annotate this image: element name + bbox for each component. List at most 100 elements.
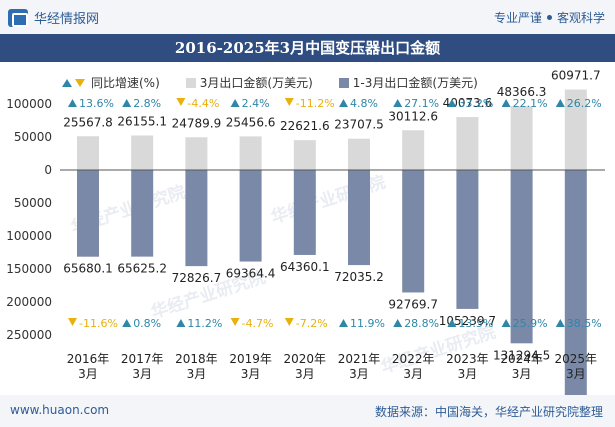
x-tick-label: 2016年 3月	[67, 352, 110, 381]
growth-cumulative-arrow-icon	[339, 319, 348, 327]
value-label-march: 23707.5	[334, 118, 384, 132]
value-label-cumulative: 131294.5	[493, 348, 550, 362]
y-tick-label: 100000	[6, 229, 52, 243]
value-label-march: 60971.7	[551, 69, 601, 83]
growth-cumulative-label: 25.9%	[513, 317, 548, 330]
value-label-cumulative: 92769.7	[388, 297, 438, 311]
legend-cumulative-label: 1-3月出口金额(万美元)	[352, 76, 478, 90]
value-label-cumulative: 72035.2	[334, 270, 384, 284]
growth-cumulative-arrow-icon	[176, 319, 186, 327]
growth-cumulative-arrow-icon	[447, 319, 457, 327]
up-triangle-icon	[62, 78, 72, 87]
footer-url[interactable]: www.huaon.com	[10, 403, 110, 417]
x-tick-label: 2020年 3月	[284, 352, 327, 381]
growth-cumulative-arrow-icon	[393, 319, 403, 327]
x-tick-label: 2024年 3月	[500, 352, 543, 381]
growth-march-arrow-icon	[447, 99, 457, 107]
bar-march-8	[456, 117, 479, 170]
bar-march-7	[402, 130, 425, 170]
bar-cumulative-2	[131, 170, 154, 257]
growth-march-label: -4.4%	[187, 97, 219, 110]
growth-march-label: 26.2%	[567, 97, 602, 110]
bar-march-2	[131, 135, 154, 170]
growth-march-arrow-icon	[339, 99, 348, 107]
bar-cumulative-3	[185, 170, 208, 267]
growth-cumulative-arrow-icon	[501, 319, 511, 327]
bar-march-6	[348, 138, 370, 170]
top-bar: 华经情报网 专业严谨 客观科学	[0, 0, 615, 34]
growth-march-label: 13.6%	[79, 97, 114, 110]
y-tick-label: 50000	[14, 196, 52, 210]
title-bar: 2016-2025年3月中国变压器出口金额	[0, 34, 615, 62]
growth-cumulative-label: 11.9%	[350, 317, 385, 330]
bar-cumulative-6	[348, 170, 370, 266]
growth-march-label: -11.2%	[296, 97, 335, 110]
growth-march-label: 27.1%	[404, 97, 439, 110]
value-label-march: 25456.6	[226, 115, 276, 129]
value-label-march: 30112.6	[388, 109, 438, 123]
growth-march-arrow-icon	[501, 99, 511, 107]
bar-cumulative-5	[293, 170, 316, 255]
value-label-march: 48366.3	[497, 85, 547, 99]
x-tick-label: 2023年 3月	[446, 352, 489, 381]
legend-march: 3月出口金额(万美元)	[185, 74, 313, 91]
slogan: 专业严谨 客观科学	[494, 9, 605, 26]
growth-march-label: 33.2%	[458, 97, 493, 110]
growth-cumulative-label: -7.2%	[296, 317, 328, 330]
growth-cumulative-arrow-icon	[68, 318, 77, 326]
growth-march-arrow-icon	[68, 99, 77, 107]
growth-cumulative-label: 28.8%	[404, 317, 439, 330]
bar-cumulative-9	[510, 170, 533, 344]
chart-plot: 华经产业研究院华经产业研究院华经产业研究院华经产业研究院100000500000…	[6, 69, 605, 395]
x-tick-label: 2019年 3月	[229, 352, 272, 381]
bar-march-1	[77, 136, 99, 170]
x-tick-label: 2022年 3月	[392, 352, 435, 381]
value-label-cumulative: 65680.1	[63, 262, 113, 276]
y-tick-label: 100000	[6, 97, 52, 111]
value-label-cumulative: 65625.2	[117, 262, 167, 276]
legend-cumulative: 1-3月出口金额(万美元)	[338, 74, 478, 91]
legend-march-swatch	[185, 77, 196, 88]
chart-title: 2016-2025年3月中国变压器出口金额	[174, 39, 441, 57]
brand-name: 华经情报网	[34, 12, 100, 27]
growth-march-label: 4.8%	[350, 97, 378, 110]
growth-march-arrow-icon	[284, 98, 294, 106]
y-tick-label: 250000	[6, 328, 52, 342]
legend-cumulative-swatch	[338, 77, 349, 88]
legend-growth: 同比增速(%)	[62, 74, 160, 91]
bar-march-10	[564, 89, 587, 170]
bar-march-5	[293, 140, 316, 170]
growth-march-arrow-icon	[555, 99, 565, 107]
footer: www.huaon.com 数据来源：中国海关，华经产业研究院整理	[0, 395, 615, 427]
watermark-1: 华经产业研究院	[268, 171, 388, 228]
bar-cumulative-4	[239, 170, 262, 262]
value-label-march: 26155.1	[117, 114, 167, 128]
growth-cumulative-arrow-icon	[230, 318, 240, 326]
down-triangle-icon	[75, 78, 85, 87]
legend-growth-label: 同比增速(%)	[91, 76, 160, 90]
growth-march-label: 2.4%	[242, 97, 270, 110]
bar-cumulative-8	[456, 170, 479, 309]
growth-cumulative-arrow-icon	[555, 319, 565, 327]
bar-march-4	[239, 136, 262, 170]
growth-cumulative-label: 13.5%	[458, 317, 493, 330]
growth-cumulative-label: 0.8%	[133, 317, 161, 330]
value-label-cumulative: 69364.4	[226, 267, 276, 281]
slogan-right: 客观科学	[556, 11, 605, 25]
bar-march-3	[185, 137, 208, 170]
growth-cumulative-label: -11.6%	[79, 317, 118, 330]
growth-march-label: 22.1%	[513, 97, 548, 110]
bar-cumulative-10	[564, 170, 587, 395]
growth-march-arrow-icon	[393, 99, 403, 107]
value-label-march: 22621.6	[280, 119, 330, 133]
growth-march-arrow-icon	[230, 99, 240, 107]
y-tick-label: 150000	[6, 262, 52, 276]
y-tick-label: 0	[44, 163, 52, 177]
bar-cumulative-1	[77, 170, 99, 257]
brand[interactable]: 华经情报网	[8, 8, 99, 27]
bullet-dot-icon	[546, 15, 552, 20]
value-label-cumulative: 72826.7	[172, 271, 222, 285]
growth-cumulative-label: 38.5%	[567, 317, 602, 330]
chart-legend: 同比增速(%) 3月出口金额(万美元) 1-3月出口金额(万美元)	[62, 74, 504, 91]
legend-march-label: 3月出口金额(万美元)	[199, 76, 313, 90]
